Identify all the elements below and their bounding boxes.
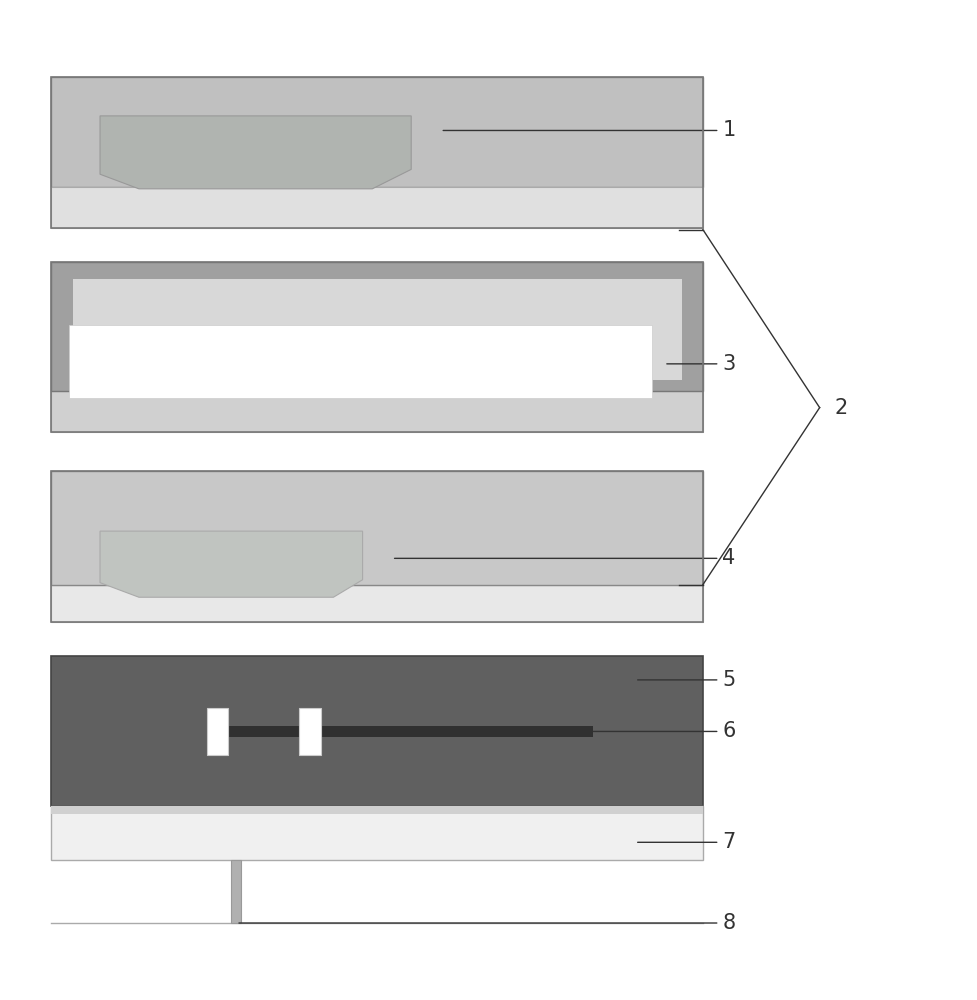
- Bar: [229, 726, 299, 737]
- Bar: [52, 471, 702, 585]
- Text: 8: 8: [238, 913, 735, 933]
- Bar: [52, 262, 702, 391]
- Bar: [52, 77, 702, 228]
- Bar: [52, 806, 702, 814]
- Bar: [52, 471, 702, 622]
- Text: 1: 1: [443, 120, 735, 140]
- Bar: [52, 262, 702, 432]
- Bar: [68, 325, 652, 398]
- Bar: [52, 656, 702, 806]
- Bar: [72, 279, 681, 380]
- Bar: [52, 585, 702, 622]
- Bar: [52, 806, 702, 860]
- Polygon shape: [100, 116, 410, 189]
- Text: 4: 4: [394, 548, 735, 568]
- Text: 6: 6: [365, 721, 735, 741]
- Polygon shape: [100, 531, 362, 597]
- Bar: [207, 708, 229, 755]
- Text: 5: 5: [637, 670, 735, 690]
- Bar: [299, 708, 320, 755]
- Text: 7: 7: [637, 832, 735, 852]
- Bar: [232, 860, 240, 923]
- Text: 2: 2: [833, 398, 847, 418]
- Bar: [320, 726, 592, 737]
- Bar: [52, 391, 702, 432]
- Bar: [52, 77, 702, 187]
- Text: 3: 3: [666, 354, 735, 374]
- Bar: [52, 187, 702, 228]
